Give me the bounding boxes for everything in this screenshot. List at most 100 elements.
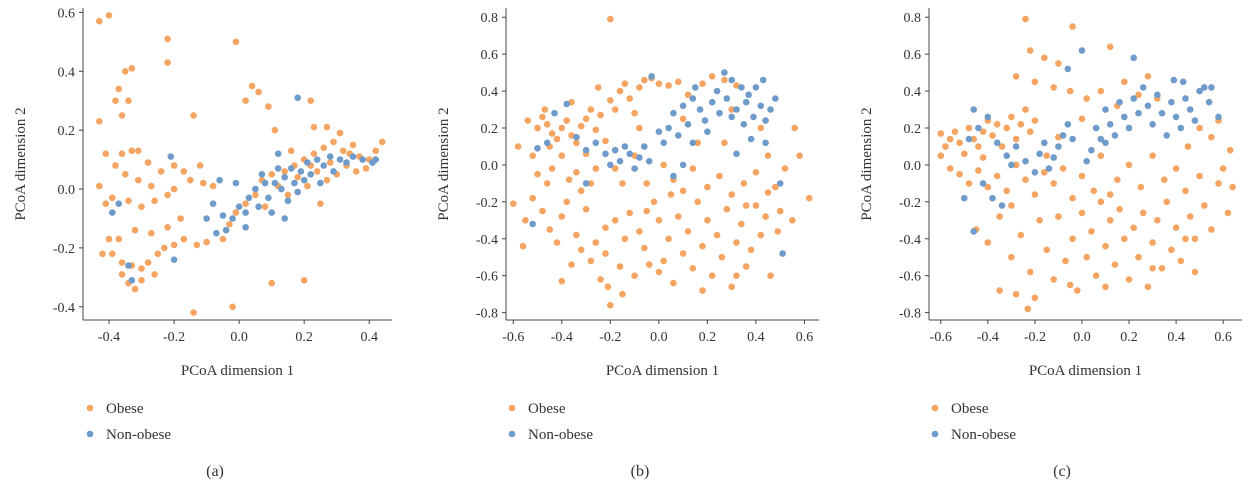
data-point xyxy=(265,194,272,202)
data-point xyxy=(1172,224,1180,231)
data-point xyxy=(563,100,570,108)
data-point xyxy=(689,95,697,102)
data-point xyxy=(310,150,318,157)
data-point xyxy=(713,87,721,95)
data-point xyxy=(636,124,643,132)
data-point xyxy=(660,161,667,169)
data-point xyxy=(1069,194,1076,202)
data-point xyxy=(965,124,973,132)
data-point xyxy=(1111,261,1119,268)
data-point xyxy=(565,176,573,183)
data-point xyxy=(529,194,536,202)
data-point xyxy=(742,98,750,106)
data-point xyxy=(1078,47,1086,54)
data-point xyxy=(1177,124,1185,132)
data-point xyxy=(979,128,987,135)
data-point xyxy=(779,250,786,257)
data-point xyxy=(248,82,256,90)
data-point xyxy=(675,132,682,139)
data-point xyxy=(1215,180,1222,187)
data-point xyxy=(326,159,334,166)
data-point xyxy=(1055,143,1062,150)
data-point xyxy=(1182,187,1189,195)
data-point xyxy=(1043,152,1050,159)
x-tick-label: 0.2 xyxy=(295,330,313,345)
x-tick-label: 0.6 xyxy=(1214,330,1232,345)
data-point xyxy=(378,138,386,146)
data-point xyxy=(998,202,1006,209)
data-point xyxy=(265,103,272,110)
data-point xyxy=(232,209,240,216)
data-point xyxy=(336,156,344,163)
data-point xyxy=(1102,139,1109,147)
data-point xyxy=(1191,117,1199,124)
data-point xyxy=(619,290,626,298)
data-point xyxy=(1149,265,1156,272)
y-tick-label: -0.6 xyxy=(476,270,498,285)
data-point xyxy=(1050,154,1057,161)
data-point xyxy=(1055,213,1062,220)
y-tick-label: -0.4 xyxy=(53,301,75,316)
data-point xyxy=(1008,161,1015,169)
data-point xyxy=(109,194,116,202)
data-point xyxy=(776,207,784,215)
data-point xyxy=(1226,146,1234,154)
data-point xyxy=(582,115,590,123)
data-point xyxy=(118,150,126,157)
data-point xyxy=(317,179,324,187)
data-point xyxy=(1041,139,1048,147)
x-tick-label: -0.4 xyxy=(977,330,999,345)
y-tick-label: -0.2 xyxy=(53,242,75,257)
data-point xyxy=(989,194,996,202)
data-point xyxy=(577,246,585,254)
data-point xyxy=(1097,198,1105,206)
data-point xyxy=(665,235,672,243)
data-point xyxy=(287,165,295,172)
data-point xyxy=(970,228,977,235)
data-point xyxy=(597,111,604,119)
data-point xyxy=(349,153,357,160)
data-point xyxy=(1182,235,1189,243)
data-point xyxy=(304,182,311,190)
data-point xyxy=(993,139,1001,147)
data-point xyxy=(1137,183,1145,191)
data-point xyxy=(979,154,987,161)
data-point xyxy=(1026,268,1034,276)
data-point xyxy=(607,15,614,23)
data-point xyxy=(1196,124,1203,132)
data-point xyxy=(1069,135,1076,143)
legend: Obese Non-obese xyxy=(86,401,171,443)
data-point xyxy=(157,168,165,175)
data-point xyxy=(252,185,259,193)
data-point xyxy=(1158,109,1166,117)
data-point xyxy=(602,250,609,257)
data-point xyxy=(553,239,561,246)
data-point xyxy=(1215,113,1222,121)
data-point xyxy=(1055,60,1062,67)
x-axis-title: PCoA dimension 1 xyxy=(1029,363,1142,379)
data-point xyxy=(975,124,982,132)
data-point xyxy=(684,121,692,128)
data-point xyxy=(965,135,973,143)
y-tick-label: -0.4 xyxy=(476,233,498,248)
data-point xyxy=(514,143,522,150)
data-point xyxy=(645,157,653,165)
data-point xyxy=(1130,54,1137,62)
data-point xyxy=(582,180,590,187)
data-point xyxy=(587,257,595,265)
data-point xyxy=(284,191,292,199)
data-point xyxy=(708,272,716,280)
data-point xyxy=(592,126,600,134)
data-point xyxy=(213,229,220,237)
data-point xyxy=(689,265,697,272)
data-point xyxy=(592,239,600,246)
data-point xyxy=(1012,161,1020,169)
data-point xyxy=(1186,106,1194,113)
x-tick-label: 0.0 xyxy=(230,330,248,345)
data-point xyxy=(607,301,614,309)
data-point xyxy=(164,35,171,43)
data-point xyxy=(128,147,136,155)
data-point xyxy=(105,12,113,19)
data-point xyxy=(956,170,963,178)
